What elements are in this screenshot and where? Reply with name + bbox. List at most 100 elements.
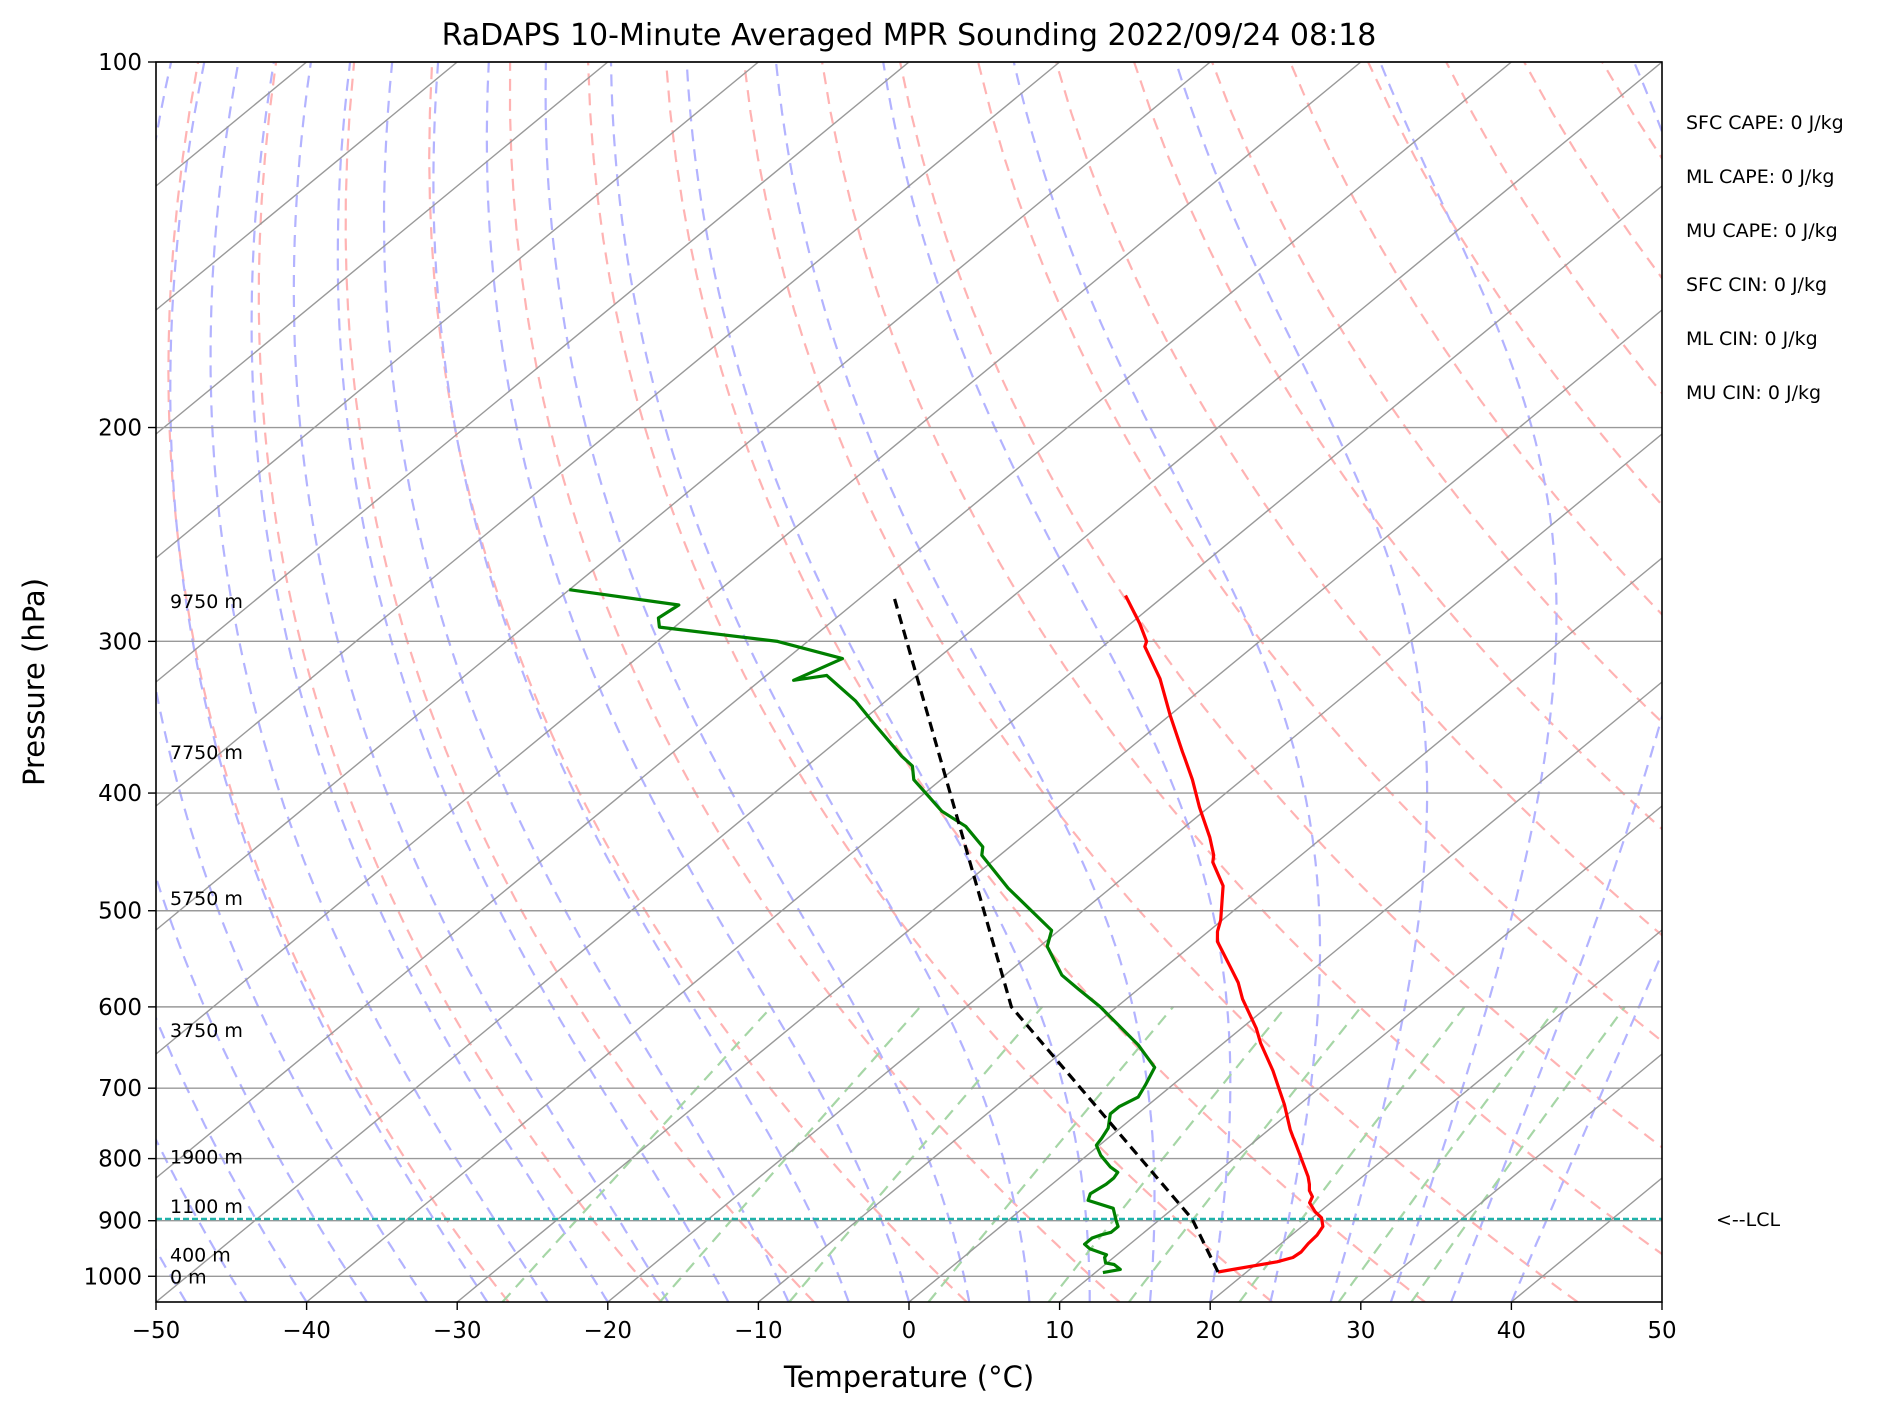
parameter-text: SFC CAPE: 0 J/kg — [1686, 112, 1844, 134]
dry-adiabat — [1211, 62, 1662, 724]
parameter-text: SFC CIN: 0 J/kg — [1686, 274, 1827, 296]
x-tick-label: 10 — [1045, 1318, 1074, 1344]
height-label: 400 m — [170, 1245, 231, 1267]
parameter-panel: SFC CAPE: 0 J/kg ML CAPE: 0 J/kg MU CAPE: … — [1686, 112, 1844, 404]
isotherm — [1360, 1053, 1662, 1302]
isotherm — [156, 62, 1061, 807]
y-tick-label: 200 — [98, 416, 142, 442]
moist-adiabat — [774, 62, 1156, 1302]
dry-adiabat — [1133, 62, 1662, 831]
moist-adiabat — [156, 1015, 308, 1302]
x-tick-label: 50 — [1647, 1318, 1676, 1344]
dry-adiabat — [428, 62, 968, 1302]
isotherm — [156, 62, 910, 683]
x-axis-label: Temperature (°C) — [783, 1360, 1034, 1394]
isotherm — [156, 62, 458, 311]
isotherm — [757, 557, 1662, 1302]
dry-adiabat — [1680, 62, 1882, 1302]
x-tick-label: 20 — [1196, 1318, 1225, 1344]
dry-adiabat — [1836, 62, 1882, 1302]
y-tick-label: 500 — [98, 899, 142, 925]
x-tick-label: −10 — [734, 1318, 783, 1344]
parameter-text: ML CAPE: 0 J/kg — [1686, 166, 1834, 188]
isotherm — [156, 62, 1512, 1179]
x-tick-label: 0 — [902, 1318, 917, 1344]
dry-adiabat — [899, 62, 1662, 1149]
moist-adiabat — [382, 62, 790, 1302]
dry-adiabat — [1758, 62, 1882, 1302]
height-label: 1900 m — [170, 1147, 243, 1169]
dry-adiabat — [1367, 62, 1662, 507]
isotherm — [156, 62, 1662, 1302]
y-tick-label: 600 — [98, 995, 142, 1021]
isotherm — [156, 62, 1362, 1055]
height-label: 7750 m — [170, 742, 243, 764]
height-label: 5750 m — [170, 888, 243, 910]
dry-adiabat — [167, 62, 510, 1302]
dry-adiabat — [1055, 62, 1662, 937]
moist-adiabat — [432, 62, 850, 1302]
y-tick-label: 100 — [98, 50, 142, 76]
moist-adiabat — [156, 62, 429, 1302]
height-label: 0 m — [170, 1266, 207, 1288]
height-label: 9750 m — [170, 591, 243, 613]
isotherm — [1661, 1301, 1662, 1302]
moist-adiabat — [209, 62, 549, 1302]
dry-adiabat — [508, 62, 1121, 1302]
grid — [156, 61, 1662, 1277]
moist-adiabat — [1012, 62, 1322, 1302]
moist-adiabat — [336, 62, 730, 1302]
chart-title: RaDAPS 10-Minute Averaged MPR Sounding 2… — [442, 18, 1377, 53]
isotherm — [1510, 1177, 1662, 1302]
mixing-ratio-line — [927, 1006, 1174, 1302]
y-axis-label: Pressure (hPa) — [17, 578, 51, 786]
isotherm — [156, 62, 609, 435]
isotherm — [1059, 805, 1662, 1302]
isotherm — [156, 62, 759, 559]
moist-adiabat — [1379, 62, 1558, 1302]
dry-adiabat — [665, 62, 1426, 1302]
moist-adiabat — [882, 62, 1232, 1302]
x-tick-label: −20 — [584, 1318, 633, 1344]
x-tick-label: −50 — [132, 1318, 181, 1344]
mixing-ratio-line — [1047, 1006, 1287, 1302]
mixing-ratio-line — [1128, 1006, 1362, 1302]
parameter-text: ML CIN: 0 J/kg — [1686, 328, 1818, 350]
dry-adiabat — [1601, 62, 1662, 161]
background-lines — [0, 62, 1882, 1302]
dry-adiabat — [587, 62, 1273, 1302]
isotherm — [306, 185, 1662, 1302]
dewpoint-line — [569, 588, 1157, 1275]
moist-adiabat — [485, 62, 911, 1302]
height-label: 3750 m — [170, 1020, 243, 1042]
moist-adiabat — [1174, 62, 1429, 1302]
isotherm — [908, 681, 1662, 1302]
dry-adiabat — [344, 62, 815, 1302]
dry-adiabat — [1523, 62, 1662, 280]
moist-adiabat — [685, 62, 1091, 1302]
y-tick-label: 700 — [98, 1076, 142, 1102]
parcel-path-line — [892, 595, 1220, 1273]
mixing-ratio-line — [788, 1006, 1044, 1302]
dry-adiabat — [743, 62, 1579, 1302]
mixing-ratio-line — [1410, 1006, 1626, 1302]
y-tick-label: 1000 — [83, 1264, 142, 1290]
height-labels: 9750 m 7750 m 5750 m 3750 m 1900 m 1100 m 400 … — [170, 591, 243, 1288]
temperature-line — [1124, 594, 1325, 1274]
height-label: 1100 m — [170, 1196, 243, 1218]
y-tick-label: 900 — [98, 1209, 142, 1235]
lcl-label: <--LCL — [1716, 1209, 1780, 1231]
x-tick-label: −30 — [433, 1318, 482, 1344]
isotherm — [607, 433, 1662, 1302]
y-tick-label: 300 — [98, 629, 142, 655]
parameter-text: MU CAPE: 0 J/kg — [1686, 220, 1838, 242]
dry-adiabat — [821, 62, 1662, 1256]
moist-adiabat — [250, 62, 609, 1302]
mixing-ratio-line — [501, 1006, 773, 1302]
moist-adiabat — [609, 62, 1031, 1302]
mixing-ratio-line — [658, 1006, 922, 1302]
mixing-ratio-line — [1238, 1006, 1466, 1302]
moist-adiabat — [0, 62, 5, 1302]
isotherm — [1209, 929, 1662, 1302]
data-series — [569, 588, 1325, 1275]
